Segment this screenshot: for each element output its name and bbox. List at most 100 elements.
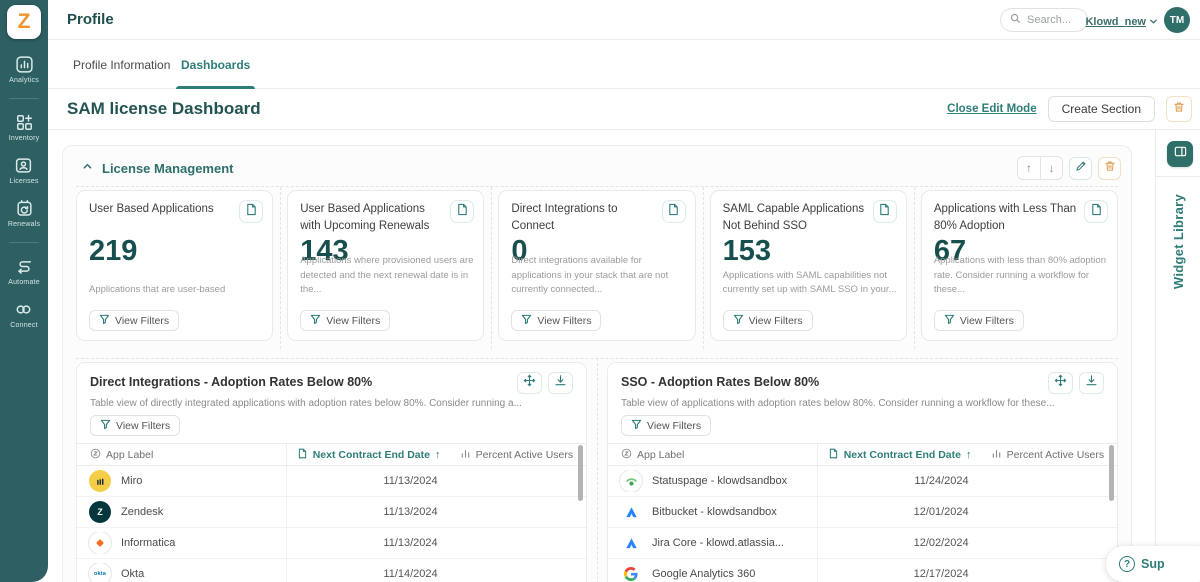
sidebar-item-connect[interactable]: Connect	[10, 299, 37, 329]
column-header-app-label[interactable]: App Label	[77, 448, 286, 462]
stat-card-title: User Based Applications	[89, 201, 260, 218]
sidebar-item-analytics[interactable]: Analytics	[9, 54, 39, 84]
automate-icon	[14, 256, 34, 276]
stat-card-doc-button[interactable]	[239, 200, 263, 223]
table-row[interactable]: Jira Core - klowd.atlassia... 12/02/2024	[608, 528, 1117, 559]
table-widget-subtitle: Table view of applications with adoption…	[621, 398, 1104, 409]
app-cell: Jira Core - klowd.atlassia...	[608, 532, 817, 554]
section-controls: ↑ ↓	[1017, 156, 1121, 180]
app-name: Miro	[121, 475, 142, 487]
app-name: Zendesk	[121, 506, 163, 518]
stat-card-title: SAML Capable Applications Not Behind SSO	[723, 201, 894, 236]
informatica-logo	[89, 532, 111, 554]
table-scrollbar[interactable]	[578, 445, 583, 501]
app-cell: Statuspage - klowdsandbox	[608, 470, 817, 492]
bar-chart-icon	[991, 448, 1002, 462]
collapse-section-button[interactable]	[79, 160, 95, 176]
view-filters-button[interactable]: View Filters	[934, 310, 1024, 331]
document-icon	[245, 203, 258, 221]
delete-section-button[interactable]	[1098, 157, 1121, 180]
table-row[interactable]: okta Okta 11/14/2024	[77, 559, 586, 582]
view-filters-label: View Filters	[116, 420, 170, 432]
stat-card-description: Applications that are user-based	[89, 283, 263, 298]
funnel-icon	[99, 314, 110, 328]
contract-end-date: 11/13/2024	[286, 497, 454, 527]
widget-library-tab[interactable]: Widget Library	[1156, 194, 1200, 289]
table-widget: SSO - Adoption Rates Below 80% Table vie…	[607, 362, 1118, 582]
sidebar-nav: Analytics Inventory Licenses Renewals Au…	[0, 54, 48, 342]
move-widget-button[interactable]	[517, 372, 542, 394]
funnel-icon	[100, 419, 111, 433]
stat-cards-row: User Based Applications 219 Applications…	[76, 186, 1118, 341]
move-section-group: ↑ ↓	[1017, 156, 1063, 180]
table-body: Statuspage - klowdsandbox 11/24/2024 Bit…	[608, 466, 1117, 582]
sidebar-item-inventory[interactable]: Inventory	[9, 112, 40, 142]
tabs-bar: Profile Information Dashboards	[48, 40, 1200, 89]
table-row[interactable]: Google Analytics 360 12/17/2024	[608, 559, 1117, 582]
view-filters-button[interactable]: View Filters	[300, 310, 390, 331]
contract-end-date: 11/24/2024	[817, 466, 985, 496]
column-header-app-label[interactable]: App Label	[608, 448, 817, 462]
table-row[interactable]: Miro 11/13/2024	[77, 466, 586, 497]
app-name: Bitbucket - klowdsandbox	[652, 506, 777, 518]
dashboard-actions: Close Edit Mode Create Section	[947, 96, 1192, 122]
tab-dashboards[interactable]: Dashboards	[181, 40, 250, 89]
view-filters-button[interactable]: View Filters	[511, 310, 601, 331]
view-filters-button[interactable]: View Filters	[621, 415, 711, 436]
edit-section-button[interactable]	[1069, 157, 1092, 180]
app-cell: Google Analytics 360	[608, 563, 817, 582]
table-widget: Direct Integrations - Adoption Rates Bel…	[76, 362, 587, 582]
app-cell: Informatica	[77, 532, 286, 554]
google-logo	[620, 563, 642, 582]
analytics-icon	[14, 54, 34, 74]
sidebar-item-automate[interactable]: Automate	[8, 256, 40, 286]
miro-logo	[89, 470, 111, 492]
table-row[interactable]: Statuspage - klowdsandbox 11/24/2024	[608, 466, 1117, 497]
org-switcher[interactable]: Klowd_new	[1085, 13, 1158, 31]
table-row[interactable]: Informatica 11/13/2024	[77, 528, 586, 559]
sidebar-item-licenses[interactable]: Licenses	[9, 155, 38, 185]
support-button[interactable]: ? Sup	[1106, 546, 1200, 582]
dashboard-title: SAM license Dashboard	[67, 99, 261, 119]
move-widget-button[interactable]	[1048, 372, 1073, 394]
tab-profile-information[interactable]: Profile Information	[73, 40, 170, 89]
move-icon	[1054, 374, 1067, 392]
app-cell: Z Zendesk	[77, 501, 286, 523]
stat-card-doc-button[interactable]	[1084, 200, 1108, 223]
widget-library-panel: Widget Library	[1155, 130, 1200, 582]
create-section-button[interactable]: Create Section	[1048, 96, 1155, 122]
column-header-next-contract-end-date[interactable]: Next Contract End Date ↑	[817, 444, 985, 465]
table-row[interactable]: Bitbucket - klowdsandbox 12/01/2024	[608, 497, 1117, 528]
download-widget-button[interactable]	[1079, 372, 1104, 394]
panel-icon	[1174, 145, 1187, 163]
stat-card-description: Applications with less than 80% adoption…	[934, 254, 1108, 298]
column-header-percent-active-users[interactable]: Percent Active Users	[454, 448, 586, 462]
search-input[interactable]: Search...	[1000, 8, 1088, 32]
stat-card-doc-button[interactable]	[450, 200, 474, 223]
table-scrollbar[interactable]	[1109, 445, 1114, 501]
bar-chart-icon	[460, 448, 471, 462]
sidebar-item-renewals[interactable]: Renewals	[8, 198, 40, 228]
avatar[interactable]: TM	[1164, 7, 1190, 33]
funnel-icon	[310, 314, 321, 328]
close-edit-mode-link[interactable]: Close Edit Mode	[947, 103, 1036, 115]
delete-dashboard-button[interactable]	[1166, 96, 1192, 122]
widget-library-toggle-button[interactable]	[1167, 141, 1193, 167]
stat-card-doc-button[interactable]	[873, 200, 897, 223]
table-row[interactable]: Z Zendesk 11/13/2024	[77, 497, 586, 528]
stat-card-doc-button[interactable]	[662, 200, 686, 223]
view-filters-button[interactable]: View Filters	[723, 310, 813, 331]
download-widget-button[interactable]	[548, 372, 573, 394]
app-badge-icon	[621, 448, 632, 462]
view-filters-button[interactable]: View Filters	[90, 415, 180, 436]
view-filters-button[interactable]: View Filters	[89, 310, 179, 331]
move-section-down-button[interactable]: ↓	[1040, 157, 1062, 179]
contract-end-date: 12/02/2024	[817, 528, 985, 558]
table-widget-subtitle: Table view of directly integrated applic…	[90, 398, 573, 409]
zluri-logo[interactable]: Z	[7, 5, 41, 39]
column-header-next-contract-end-date[interactable]: Next Contract End Date ↑	[286, 444, 454, 465]
dashboard-header: SAM license Dashboard Close Edit Mode Cr…	[48, 89, 1200, 130]
move-section-up-button[interactable]: ↑	[1018, 157, 1040, 179]
sidebar-item-label: Licenses	[9, 178, 38, 185]
column-header-percent-active-users[interactable]: Percent Active Users	[985, 448, 1117, 462]
